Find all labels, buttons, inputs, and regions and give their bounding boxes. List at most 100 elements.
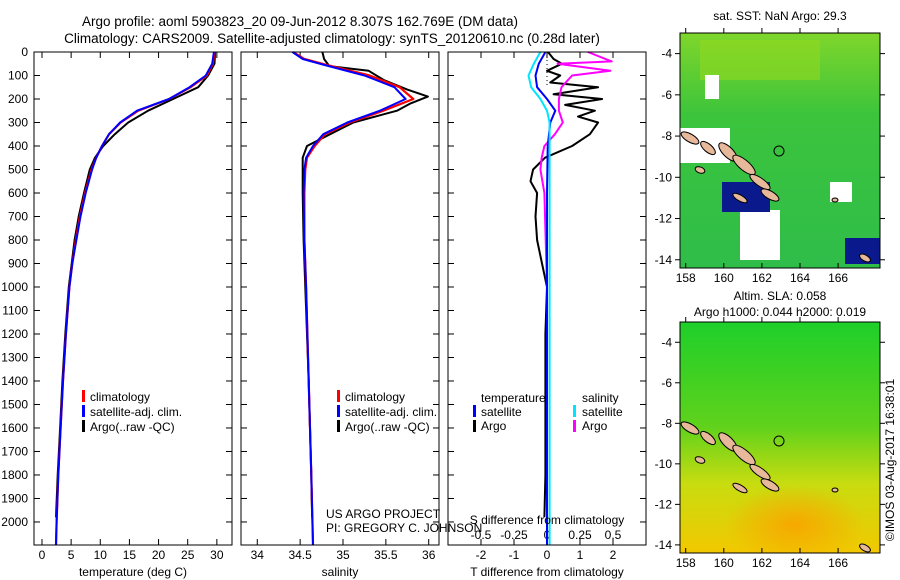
x2-tick-label: 0.25 [568,528,592,542]
x-tick-label: 2 [610,548,617,562]
lat-tick-label: -8 [661,416,672,430]
depth-tick-label: 1200 [1,327,28,341]
x-axis-label-salinity: salinity [322,565,359,579]
island [732,154,756,176]
legend-swatch-s-argo [573,420,576,432]
lon-tick-label: 164 [790,556,810,570]
lon-tick-label: 162 [752,271,772,285]
legend-label-climatology: climatology [90,390,150,404]
x2-tick-label: -0.5 [471,528,492,542]
x-tick-label: 35 [336,548,350,562]
island [732,192,748,204]
depth-tick-label: 100 [8,68,28,82]
x-tick-label: 35.5 [374,548,398,562]
lat-tick-label: -4 [661,47,672,61]
lat-tick-label: -12 [655,212,673,226]
depth-tick-label: 1800 [1,468,28,482]
legend-swatch-satellite [82,405,85,417]
imos-credit: ©IMOS 03-Aug-2017 16:38:01 [883,379,897,542]
legend-swatch-climatology [82,390,85,402]
legend-title-temperature: temperature [481,391,546,405]
depth-tick-label: 500 [8,162,28,176]
island [694,166,706,174]
island [760,188,780,202]
x-axis-label-t-difference: T difference from climatology [470,565,624,579]
difference-legend: temperature satellite Argo salinity sate… [473,391,623,433]
legend-label-s-argo: Argo [582,419,608,433]
series-line-salinity-satellite [527,51,551,545]
temperature-legend: climatology satellite-adj. clim. Argo(..… [82,390,182,434]
legend-swatch-t-argo [473,420,476,432]
lat-tick-label: -10 [655,457,673,471]
sst-missing-patch [705,75,719,99]
sla-map-title: Altim. SLA: 0.058 [734,289,827,303]
sst-warm-patch [700,40,820,80]
lon-tick-label: 158 [676,556,696,570]
lat-tick-label: -6 [661,376,672,390]
argo-location-marker [773,435,785,447]
lon-tick-label: 160 [714,271,734,285]
depth-tick-label: 1600 [1,421,28,435]
sst-map-frame [679,32,881,269]
sla-high-region [725,485,865,553]
island [749,463,771,481]
sst-missing-patch [740,210,780,260]
series-line-satellite-adj-clim- [55,51,215,546]
lat-tick-label: -12 [655,497,673,511]
lon-tick-label: 162 [752,556,772,570]
depth-tick-label: 1900 [1,491,28,505]
depth-tick-label: 1300 [1,350,28,364]
island [760,478,780,492]
island [749,173,771,191]
island [680,421,700,435]
profile-panel-1: 0100200300400500600700800900100011001200… [1,45,233,562]
island [831,487,839,493]
legend-title-salinity: salinity [582,391,619,405]
depth-tick-label: 200 [8,92,28,106]
profile-panel-2: 34 34.5 35 35.5 36 [240,51,440,562]
lat-tick-label: -4 [661,335,672,349]
island [732,482,748,494]
plot-frame [33,51,233,546]
depth-tick-label: 1400 [1,374,28,388]
lat-tick-label: -6 [661,88,672,102]
series-line-climatology [54,51,216,546]
depth-tick-label: 2000 [1,515,28,529]
x2-axis-label-s-difference: S difference from climatology [470,513,625,527]
sla-map [680,322,880,553]
island [694,456,706,464]
depth-tick-label: 1700 [1,444,28,458]
island [700,140,716,156]
project-annotation: US ARGO PROJECT [326,507,441,521]
lat-tick-label: -14 [655,253,673,267]
legend-label-t-argo: Argo [481,419,507,433]
x2-tick-label: 0.5 [605,528,622,542]
lon-tick-label: 158 [676,271,696,285]
solomon-islands [680,131,871,263]
x-tick-label: 1 [577,548,584,562]
series-line-salinity-argo [539,51,613,545]
sst-map-title: sat. SST: NaN Argo: 29.3 [713,9,847,23]
legend-swatch-argo [82,420,85,432]
plot-frame [240,51,440,546]
lat-tick-label: -8 [661,129,672,143]
legend-label-climatology: climatology [345,390,405,404]
x-tick-label: 5 [68,548,75,562]
legend-swatch-climatology [337,390,340,402]
x-tick-label: 34.5 [288,548,312,562]
lon-tick-label: 166 [828,556,848,570]
depth-tick-label: 700 [8,209,28,223]
series-line-argo-raw-qc- [55,51,217,518]
x-tick-label: 30 [210,548,224,562]
series-line-argo-raw-qc- [301,51,429,518]
title-line-1: Argo profile: aoml 5903823_20 09-Jun-201… [82,14,518,29]
island [831,197,839,203]
sla-map-frame [679,321,881,554]
island [700,430,716,446]
pi-annotation: PI: GREGORY C. JOHNSON [326,521,482,535]
depth-tick-label: 400 [8,139,28,153]
sst-missing-patch [830,182,852,202]
legend-label-argo: Argo(..raw -QC) [345,420,430,434]
depth-tick-label: 900 [8,256,28,270]
depth-tick-label: 1000 [1,280,28,294]
